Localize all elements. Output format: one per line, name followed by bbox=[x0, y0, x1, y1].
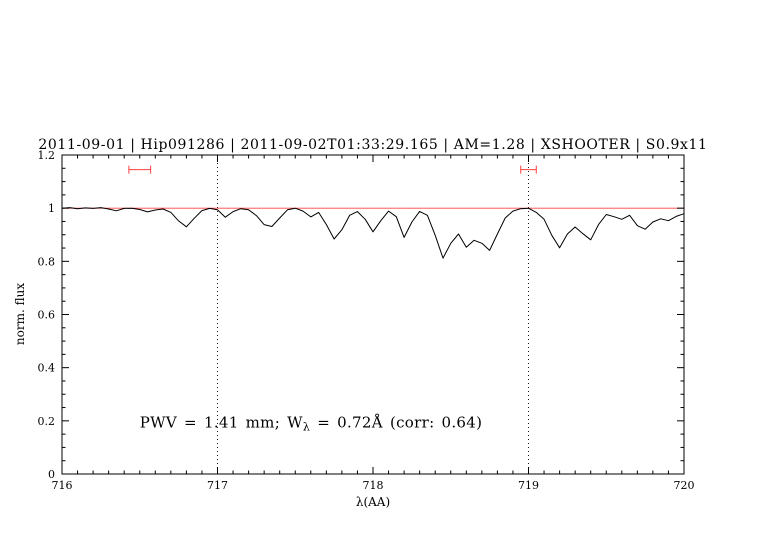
y-tick-label: 1.2 bbox=[38, 149, 56, 162]
x-tick-label: 717 bbox=[207, 479, 228, 492]
plot-title: 2011-09-01 | Hip091286 | 2011-09-02T01:3… bbox=[38, 137, 707, 153]
x-tick-label: 720 bbox=[674, 479, 695, 492]
y-tick-label: 1 bbox=[48, 202, 55, 215]
plot-layers: 716 717 718 719 720 0 0.2 0.4 0.6 0.8 1 1.2 bbox=[38, 149, 695, 492]
spectrum-line bbox=[61, 207, 685, 259]
x-tick-label: 719 bbox=[518, 479, 539, 492]
y-tick-label: 0.8 bbox=[38, 255, 56, 268]
pwv-annotation-post: = 0.72Å (corr: 0.64) bbox=[310, 413, 482, 431]
pwv-annotation: PWV = 1.41 mm; Wλ = 0.72Å (corr: 0.64) bbox=[140, 413, 483, 433]
y-tick-label: 0.6 bbox=[38, 309, 56, 322]
y-tick-label: 0 bbox=[48, 468, 55, 481]
pwv-annotation-pre: PWV = 1.41 mm; W bbox=[140, 413, 303, 431]
y-tick-label: 0.2 bbox=[38, 415, 56, 428]
x-axis-label: λ(AA) bbox=[356, 495, 390, 509]
x-tick-label: 718 bbox=[363, 479, 384, 492]
x-tick-label: 716 bbox=[52, 479, 73, 492]
pwv-annotation-sub: λ bbox=[303, 420, 310, 433]
y-tick-label: 0.4 bbox=[38, 362, 56, 375]
y-axis-label: norm. flux bbox=[13, 283, 27, 345]
